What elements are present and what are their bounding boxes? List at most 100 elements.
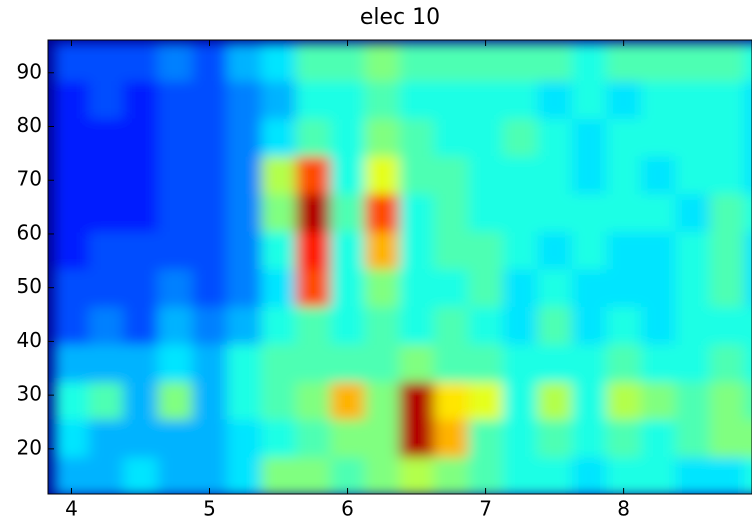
heatmap-cell bbox=[433, 306, 469, 345]
heatmap-cell bbox=[295, 419, 331, 458]
heatmap-cell bbox=[433, 456, 469, 494]
heatmap-cell bbox=[606, 43, 642, 82]
heatmap-cell bbox=[709, 43, 745, 82]
heatmap-cell bbox=[675, 306, 711, 345]
heatmap-cell bbox=[468, 193, 504, 232]
heatmap-cell bbox=[261, 306, 297, 345]
heatmap-cell bbox=[261, 80, 297, 119]
heatmap-cell bbox=[433, 268, 469, 307]
heatmap-cell bbox=[744, 456, 752, 494]
heatmap-cell bbox=[295, 193, 331, 232]
heatmap-cell bbox=[88, 231, 124, 270]
heatmap-cell bbox=[468, 231, 504, 270]
heatmap-cell bbox=[364, 43, 400, 82]
heatmap-cell bbox=[640, 306, 676, 345]
heatmap-cell bbox=[157, 456, 193, 494]
heatmap-cell bbox=[364, 306, 400, 345]
heatmap-cell bbox=[295, 156, 331, 195]
heatmap-cell bbox=[640, 118, 676, 157]
heatmap-cell bbox=[364, 118, 400, 157]
heatmap-cell bbox=[606, 231, 642, 270]
heatmap-cell bbox=[502, 268, 538, 307]
heatmap-cell bbox=[606, 193, 642, 232]
heatmap-cell bbox=[226, 419, 262, 458]
heatmap-cell bbox=[744, 344, 752, 383]
heatmap-cell bbox=[640, 456, 676, 494]
heatmap-cell bbox=[123, 306, 159, 345]
heatmap-cell bbox=[364, 344, 400, 383]
heatmap-cell bbox=[54, 193, 90, 232]
heatmap-cell bbox=[261, 419, 297, 458]
heatmap-cell bbox=[399, 381, 435, 420]
heatmap-cell bbox=[537, 193, 573, 232]
heatmap-cell bbox=[709, 456, 745, 494]
heatmap-cell bbox=[192, 80, 228, 119]
heatmap-cell bbox=[226, 231, 262, 270]
heatmap-cell bbox=[330, 43, 366, 82]
heatmap-cell bbox=[502, 344, 538, 383]
heatmap-cell bbox=[675, 43, 711, 82]
heatmap-cell bbox=[537, 306, 573, 345]
heatmap-cell bbox=[468, 419, 504, 458]
x-tick-label: 6 bbox=[341, 497, 354, 521]
heatmap-cell bbox=[537, 268, 573, 307]
heatmap-cell bbox=[502, 381, 538, 420]
heatmap-cell bbox=[709, 231, 745, 270]
heatmap-cell bbox=[157, 419, 193, 458]
heatmap-cell bbox=[261, 268, 297, 307]
heatmap-cell bbox=[571, 344, 607, 383]
heatmap-cell bbox=[295, 43, 331, 82]
heatmap-cell bbox=[537, 231, 573, 270]
heatmap-cell bbox=[502, 456, 538, 494]
heatmap-cell bbox=[54, 80, 90, 119]
heatmap-cell bbox=[226, 156, 262, 195]
heatmap-cell bbox=[330, 344, 366, 383]
heatmap-cell bbox=[502, 80, 538, 119]
heatmap-cell bbox=[295, 80, 331, 119]
heatmap-cell bbox=[744, 381, 752, 420]
heatmap-cell bbox=[330, 231, 366, 270]
heatmap-cell bbox=[606, 456, 642, 494]
heatmap-cell bbox=[364, 156, 400, 195]
heatmap-cell bbox=[261, 381, 297, 420]
heatmap-cell bbox=[295, 381, 331, 420]
heatmap-cell bbox=[226, 193, 262, 232]
heatmap-cell bbox=[399, 268, 435, 307]
heatmap-cell bbox=[744, 419, 752, 458]
heatmap-cell bbox=[399, 193, 435, 232]
heatmap-cell bbox=[571, 193, 607, 232]
heatmap-cell bbox=[226, 381, 262, 420]
heatmap-cell bbox=[571, 231, 607, 270]
heatmap-cell bbox=[606, 419, 642, 458]
heatmap-cell bbox=[571, 419, 607, 458]
heatmap-cell bbox=[123, 80, 159, 119]
heatmap-cell bbox=[157, 156, 193, 195]
heatmap-cell bbox=[226, 80, 262, 119]
heatmap-cell bbox=[54, 268, 90, 307]
heatmap-cell bbox=[433, 381, 469, 420]
heatmap-cell bbox=[709, 193, 745, 232]
heatmap-cell bbox=[157, 381, 193, 420]
heatmap-cell bbox=[537, 456, 573, 494]
heatmap-cell bbox=[157, 344, 193, 383]
heatmap-cell bbox=[295, 344, 331, 383]
x-tick-label: 4 bbox=[65, 497, 78, 521]
heatmap-cell bbox=[192, 118, 228, 157]
heatmap-cell bbox=[226, 344, 262, 383]
heatmap-cell bbox=[123, 268, 159, 307]
heatmap-cell bbox=[744, 156, 752, 195]
heatmap-cell bbox=[433, 118, 469, 157]
heatmap-cell bbox=[54, 306, 90, 345]
heatmap-cell bbox=[295, 456, 331, 494]
heatmap-cell bbox=[226, 456, 262, 494]
heatmap-cell bbox=[537, 156, 573, 195]
heatmap-cell bbox=[709, 381, 745, 420]
heatmap-cell bbox=[744, 80, 752, 119]
heatmap-cell bbox=[399, 306, 435, 345]
heatmap-cell bbox=[709, 80, 745, 119]
heatmap-cell bbox=[537, 381, 573, 420]
heatmap-cell bbox=[571, 306, 607, 345]
heatmap-cell bbox=[468, 80, 504, 119]
heatmap-cell bbox=[744, 43, 752, 82]
heatmap-cell bbox=[192, 306, 228, 345]
